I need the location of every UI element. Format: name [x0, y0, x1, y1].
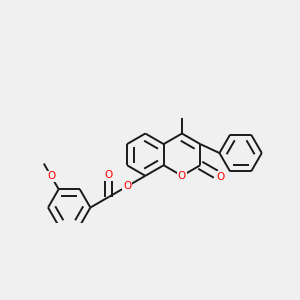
- Text: O: O: [217, 172, 225, 182]
- Text: O: O: [47, 171, 56, 182]
- Text: O: O: [123, 182, 131, 191]
- Text: O: O: [105, 170, 113, 180]
- Text: O: O: [178, 171, 186, 181]
